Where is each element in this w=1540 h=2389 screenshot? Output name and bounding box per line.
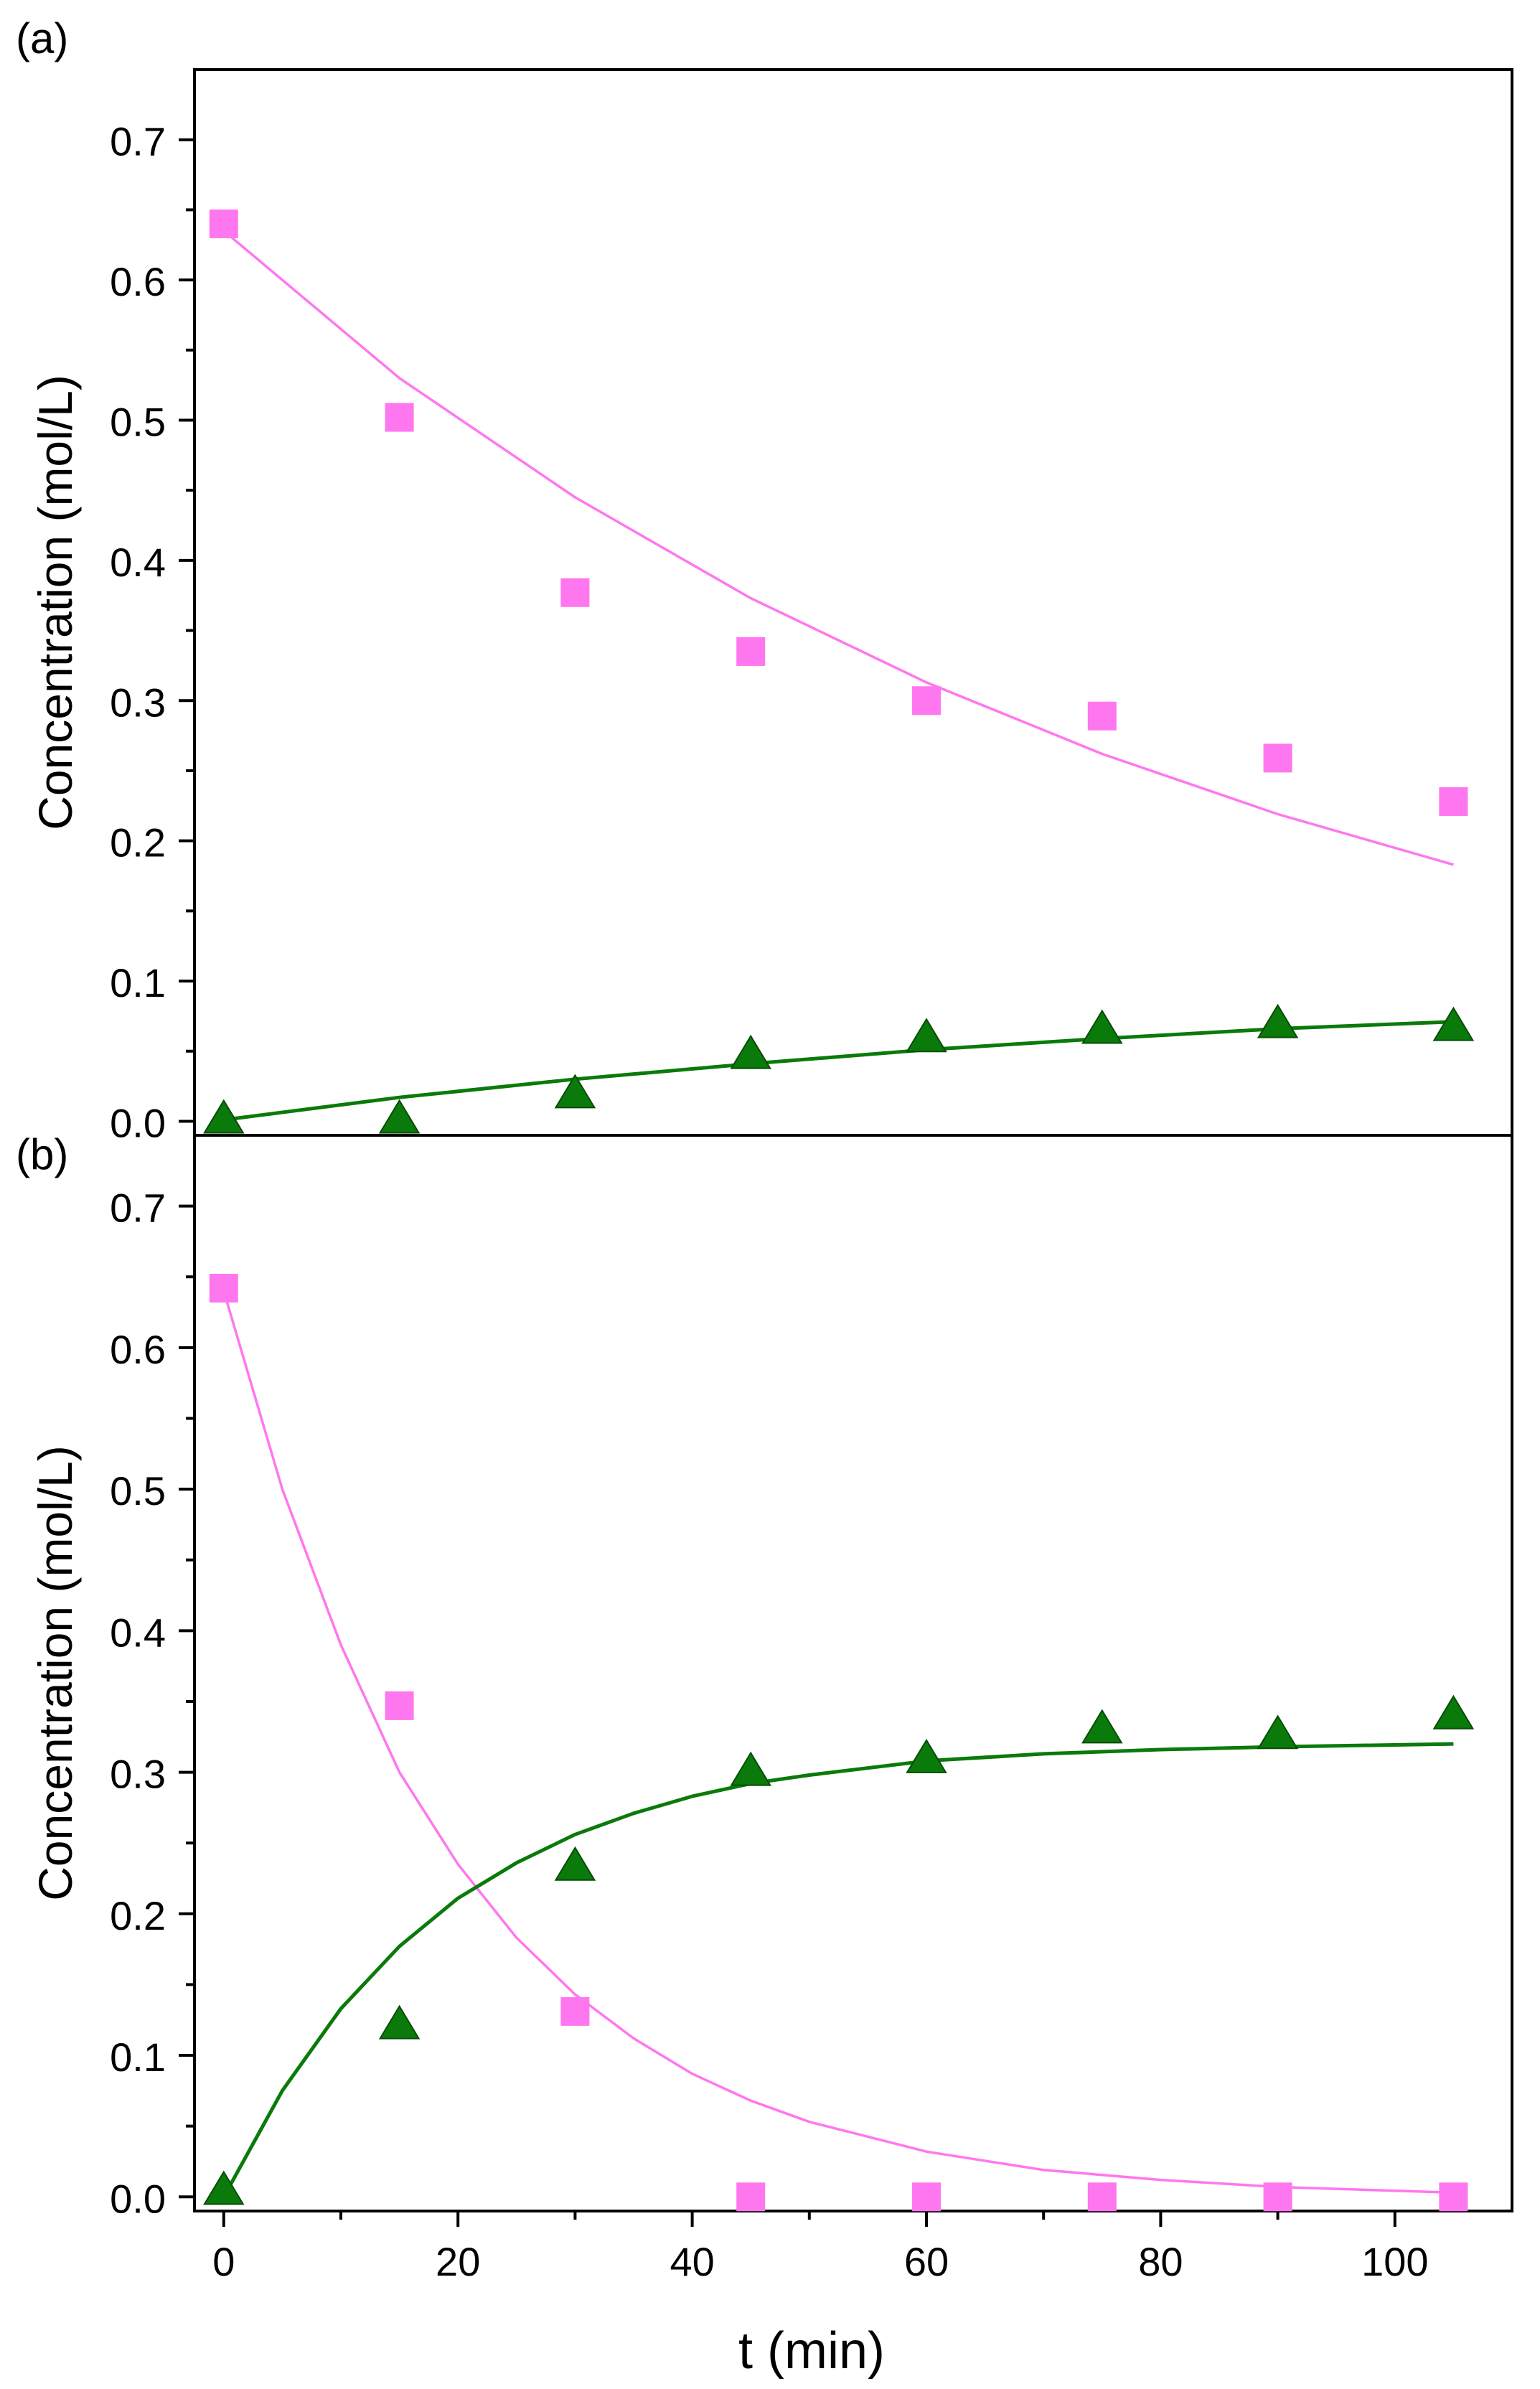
reactant-data-point (1439, 2182, 1468, 2212)
x-tick-label: 40 (670, 2239, 714, 2284)
reactant-data-point (1439, 787, 1468, 816)
product-data-point (1257, 1003, 1299, 1038)
y-tick-label: 0.7 (110, 1186, 166, 1231)
x-tick-label: 60 (904, 2239, 949, 2284)
y-tick-label: 0.1 (110, 960, 166, 1005)
reactant-data-point (1263, 743, 1292, 773)
product-data-point (554, 1074, 596, 1109)
reactant-fit-line (222, 230, 1454, 866)
reactant-data-point (209, 1274, 238, 1303)
product-data-point (906, 1018, 947, 1053)
plot-frame (193, 1134, 1513, 2212)
product-data-point (1081, 1009, 1123, 1044)
product-data-point (203, 2170, 245, 2205)
product-data-point (1432, 1694, 1475, 1729)
y-tick-label: 0.5 (110, 399, 166, 444)
panel-label: (a) (16, 14, 68, 62)
y-tick-label: 0.4 (110, 540, 166, 585)
reactant-data-point (560, 1996, 590, 2026)
y-tick-label: 0.3 (110, 680, 166, 725)
product-data-point (1257, 1714, 1299, 1750)
product-data-point (906, 1738, 947, 1773)
product-data-point (378, 1099, 421, 1134)
reactant-data-point (560, 578, 590, 607)
product-data-point (378, 2004, 421, 2040)
y-tick-label: 0.4 (110, 1610, 166, 1655)
reactant-data-point (1087, 701, 1117, 731)
y-tick-label: 0.5 (110, 1468, 166, 1513)
reactant-data-point (209, 209, 238, 238)
y-tick-label: 0.6 (110, 259, 166, 304)
x-tick-label: 0 (212, 2239, 235, 2284)
y-axis-title: Concentration (mol/L) (29, 1445, 82, 1901)
y-tick-label: 0.0 (110, 1100, 166, 1145)
reactant-data-point (385, 403, 414, 432)
product-data-point (730, 1034, 771, 1069)
panel-a-chart: 0.0 0.1 0.2 0.3 0.4 0.5 0.6 0.7 Concentration (m… (16, 14, 1513, 1145)
reactant-data-point (912, 2182, 941, 2212)
reactant-data-point (912, 686, 941, 715)
y-tick-label: 0.2 (110, 820, 166, 865)
product-fit-line (223, 1020, 1454, 1122)
x-tick-label: 100 (1361, 2239, 1428, 2284)
x-tick-label: 20 (436, 2239, 480, 2284)
x-axis-title: t (min) (738, 2322, 885, 2380)
y-tick-label: 0.2 (110, 1893, 166, 1938)
y-axis-title: Concentration (mol/L) (29, 375, 82, 830)
y-tick-label: 0.0 (110, 2176, 166, 2221)
plot-frame (193, 68, 1513, 1137)
y-tick-label: 0.7 (110, 119, 166, 164)
reactant-data-point (385, 1691, 414, 1720)
product-data-point (203, 1099, 245, 1134)
product-fit-line (222, 1742, 1454, 2198)
reactant-data-point (1087, 2182, 1117, 2212)
product-data-point (730, 1751, 771, 1786)
reactant-data-point (736, 637, 766, 666)
y-tick-label: 0.3 (110, 1752, 166, 1797)
y-tick-label: 0.6 (110, 1327, 166, 1372)
product-data-point (554, 1846, 596, 1881)
product-data-point (1432, 1006, 1475, 1041)
y-tick-label: 0.1 (110, 2034, 166, 2080)
reactant-fit-line (222, 1290, 1454, 2195)
product-data-point (1081, 1709, 1123, 1744)
panel-label: (b) (16, 1130, 68, 1178)
x-tick-label: 80 (1138, 2239, 1183, 2284)
reactant-data-point (1263, 2182, 1292, 2212)
panel-b-chart: 0.0 0.1 0.2 0.3 0.4 0.5 0.6 0.7 0 20 40 60 80 100 Conc… (16, 1130, 1513, 2284)
reactant-data-point (736, 2182, 766, 2212)
